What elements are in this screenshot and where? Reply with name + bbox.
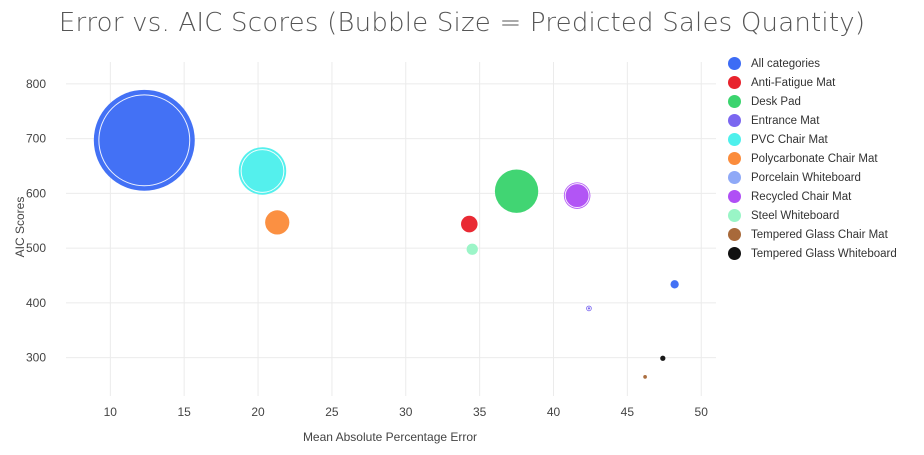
x-tick-label: 30 bbox=[399, 405, 413, 419]
x-tick-label: 35 bbox=[473, 405, 487, 419]
legend-item-steel-whiteboard[interactable]: Steel Whiteboard bbox=[728, 206, 918, 225]
legend-label: Desk Pad bbox=[751, 95, 801, 108]
legend: All categories Anti-Fatigue Mat Desk Pad En… bbox=[728, 54, 918, 263]
legend-label: Porcelain Whiteboard bbox=[751, 171, 861, 184]
tick-labels: 10 15 20 25 30 35 40 45 50 300 400 500 600 700 800 bbox=[26, 77, 708, 419]
legend-item-desk-pad[interactable]: Desk Pad bbox=[728, 92, 918, 111]
y-tick-label: 300 bbox=[26, 351, 46, 365]
legend-item-tempered-glass-whiteboard[interactable]: Tempered Glass Whiteboard bbox=[728, 244, 918, 263]
legend-label: Entrance Mat bbox=[751, 114, 820, 127]
y-tick-label: 800 bbox=[26, 77, 46, 91]
legend-swatch bbox=[728, 228, 741, 241]
y-tick-label: 400 bbox=[26, 296, 46, 310]
legend-swatch bbox=[728, 57, 741, 70]
bubble-steel-whiteboard[interactable] bbox=[466, 243, 478, 255]
legend-label: Steel Whiteboard bbox=[751, 209, 840, 222]
x-tick-label: 25 bbox=[325, 405, 339, 419]
bubble-outline-all-categories bbox=[98, 94, 191, 187]
bubble-outline-recycled-chair-mat bbox=[564, 183, 590, 209]
legend-label: All categories bbox=[751, 57, 821, 70]
y-tick-label: 500 bbox=[26, 241, 46, 255]
legend-swatch bbox=[728, 247, 741, 260]
legend-label: Recycled Chair Mat bbox=[751, 190, 852, 203]
x-tick-label: 45 bbox=[621, 405, 635, 419]
bubble-recycled-chair-mat[interactable] bbox=[563, 182, 591, 209]
legend-swatch bbox=[728, 152, 741, 165]
legend-item-polycarbonate-chair-mat[interactable]: Polycarbonate Chair Mat bbox=[728, 149, 918, 168]
x-axis-title: Mean Absolute Percentage Error bbox=[302, 430, 478, 444]
bubble-outline-entrance-mat bbox=[587, 306, 591, 311]
legend-label: Tempered Glass Chair Mat bbox=[751, 228, 888, 241]
legend-swatch bbox=[728, 171, 741, 184]
x-tick-label: 50 bbox=[695, 405, 709, 419]
bubbles bbox=[93, 89, 679, 379]
y-tick-label: 600 bbox=[26, 186, 46, 200]
bubble-entrance-mat[interactable] bbox=[586, 305, 592, 312]
legend-item-entrance-mat[interactable]: Entrance Mat bbox=[728, 111, 918, 130]
legend-item-anti-fatigue-mat[interactable]: Anti-Fatigue Mat bbox=[728, 73, 918, 92]
legend-label: Anti-Fatigue Mat bbox=[751, 76, 836, 89]
legend-label: PVC Chair Mat bbox=[751, 133, 828, 146]
bubble-all-categories[interactable] bbox=[93, 89, 195, 191]
bubble-all-categories[interactable] bbox=[670, 280, 679, 289]
legend-item-recycled-chair-mat[interactable]: Recycled Chair Mat bbox=[728, 187, 918, 206]
x-tick-label: 20 bbox=[251, 405, 265, 419]
legend-item-tempered-glass-chair-mat[interactable]: Tempered Glass Chair Mat bbox=[728, 225, 918, 244]
bubble-outline-pvc-chair-mat bbox=[240, 149, 285, 193]
legend-swatch bbox=[728, 95, 741, 108]
bubble-desk-pad[interactable] bbox=[494, 169, 539, 213]
bubble-polycarbonate-chair-mat[interactable] bbox=[265, 210, 290, 235]
y-tick-label: 700 bbox=[26, 132, 46, 146]
legend-item-pvc-chair-mat[interactable]: PVC Chair Mat bbox=[728, 130, 918, 149]
legend-swatch bbox=[728, 190, 741, 203]
bubble-tempered-glass-chair-mat[interactable] bbox=[643, 374, 647, 379]
legend-label: Polycarbonate Chair Mat bbox=[751, 152, 878, 165]
y-axis-title: AIC Scores bbox=[13, 196, 27, 258]
x-tick-label: 40 bbox=[547, 405, 561, 419]
bubble-pvc-chair-mat[interactable] bbox=[238, 147, 287, 195]
grid-lines bbox=[66, 62, 716, 396]
legend-swatch bbox=[728, 76, 741, 89]
bubble-anti-fatigue-mat[interactable] bbox=[461, 215, 478, 233]
legend-swatch bbox=[728, 209, 741, 222]
legend-item-all-categories[interactable]: All categories bbox=[728, 54, 918, 73]
legend-swatch bbox=[728, 114, 741, 127]
x-tick-label: 10 bbox=[104, 405, 118, 419]
bubble-tempered-glass-whiteboard[interactable] bbox=[660, 355, 666, 361]
chart-title: Error vs. AIC Scores (Bubble Size = Pred… bbox=[58, 8, 866, 38]
x-tick-label: 15 bbox=[178, 405, 192, 419]
legend-label: Tempered Glass Whiteboard bbox=[751, 247, 897, 260]
legend-item-porcelain-whiteboard[interactable]: Porcelain Whiteboard bbox=[728, 168, 918, 187]
legend-swatch bbox=[728, 133, 741, 146]
